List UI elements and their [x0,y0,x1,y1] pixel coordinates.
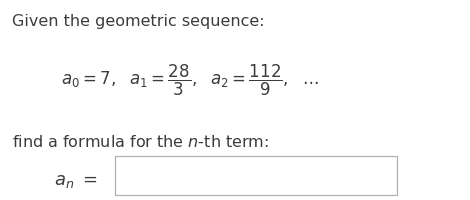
Text: $a_0 = 7,\ \ a_1 = \dfrac{28}{3},\ \ a_2 = \dfrac{112}{9},\ \ \ldots$: $a_0 = 7,\ \ a_1 = \dfrac{28}{3},\ \ a_2… [61,62,319,98]
Text: find a formula for the $n$-th term:: find a formula for the $n$-th term: [12,133,268,149]
Text: Given the geometric sequence:: Given the geometric sequence: [12,14,264,29]
Text: $a_n\ =$: $a_n\ =$ [54,171,98,189]
FancyBboxPatch shape [115,156,397,195]
